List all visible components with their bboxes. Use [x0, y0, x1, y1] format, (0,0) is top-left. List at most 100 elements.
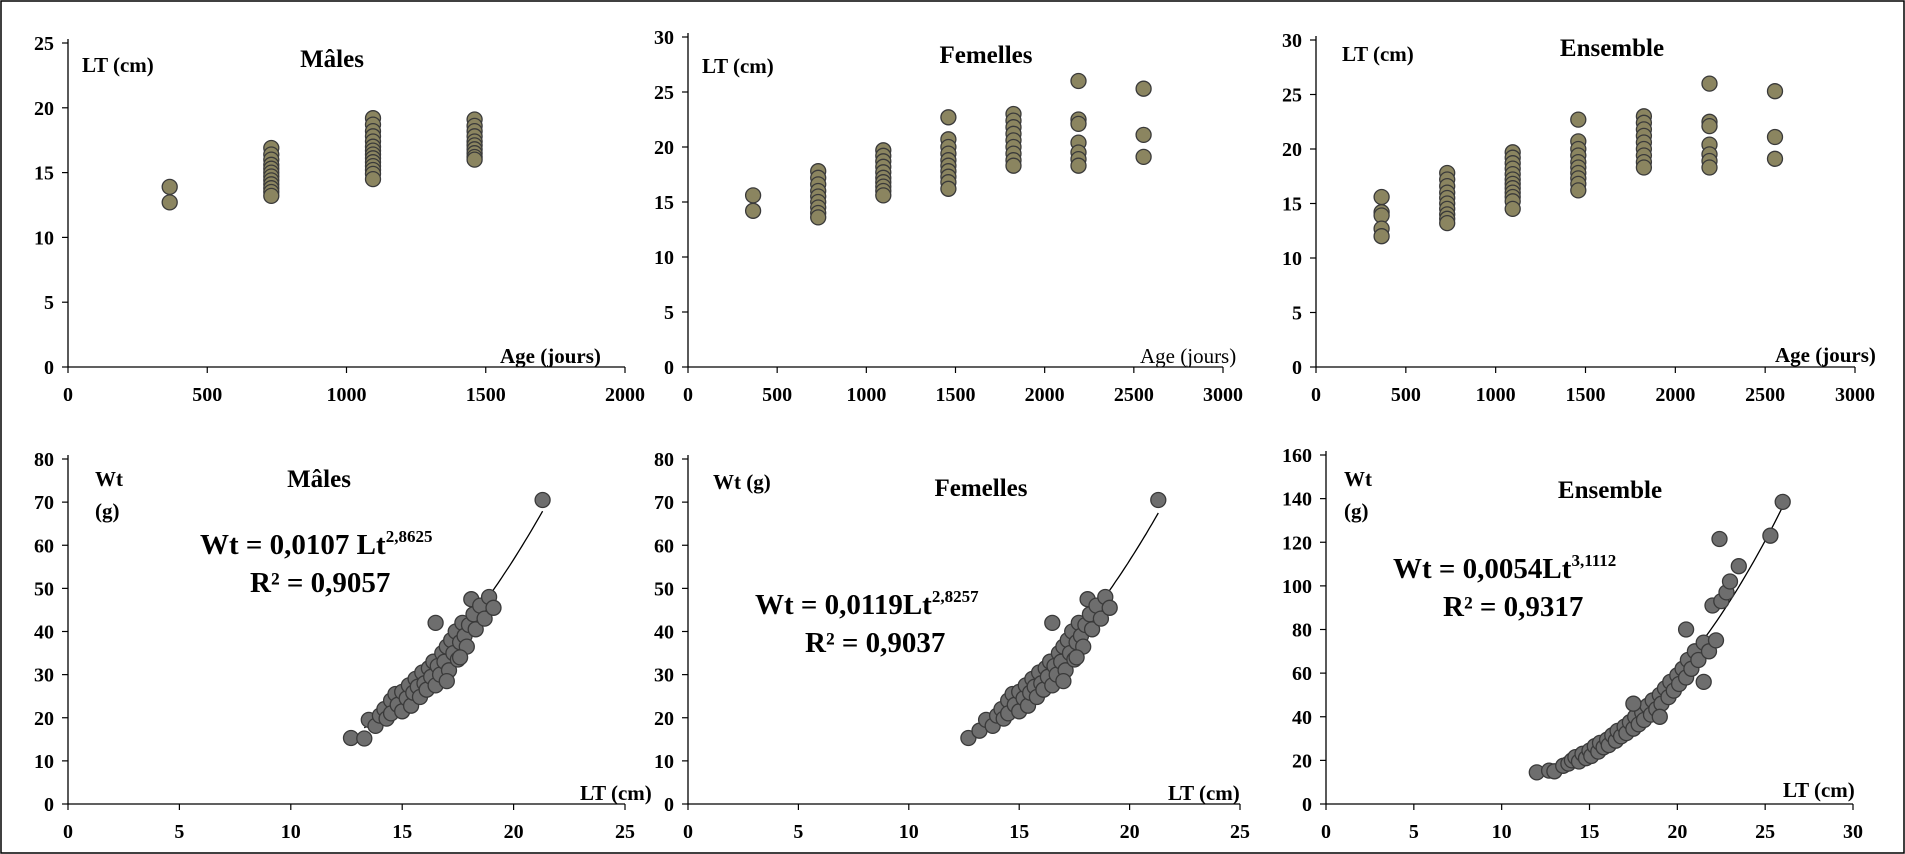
y-axis-label-unit: (g)	[95, 499, 120, 523]
data-point	[1504, 200, 1521, 218]
x-tick-label: 5	[793, 821, 803, 843]
data-point	[1135, 148, 1152, 166]
data-point	[1092, 610, 1110, 627]
data-point	[1701, 159, 1718, 176]
y-tick-label: 25	[654, 82, 674, 104]
data-point	[1070, 72, 1087, 90]
r-squared: R² = 0,9317	[1443, 591, 1583, 623]
data-point	[1439, 214, 1456, 232]
x-tick-label: 2000	[1655, 384, 1695, 406]
x-tick-label: 25	[1755, 821, 1775, 843]
x-tick-label: 0	[683, 821, 693, 843]
y-tick-label: 60	[1292, 663, 1312, 685]
regression-equation: Wt = 0,0119Lt2,8257	[755, 587, 979, 621]
data-point	[466, 151, 483, 168]
y-tick-label: 25	[34, 33, 54, 55]
data-point	[476, 610, 493, 627]
data-point	[467, 621, 484, 638]
x-axis-label: LT (cm)	[1783, 778, 1855, 802]
chart-age-males: 0 5 10 15 20 25 0 500 1000 1500 2000 Mâles LT (cm) Ag…	[34, 33, 645, 406]
equation-base: Wt = 0,0054Lt	[1393, 553, 1572, 585]
x-tick-label: 2500	[1745, 384, 1785, 406]
x-tick-label: 5	[174, 821, 184, 843]
data-point	[1044, 614, 1061, 632]
y-tick-label: 60	[34, 535, 54, 557]
data-point	[1070, 115, 1087, 133]
y-tick-label: 25	[1282, 85, 1302, 107]
data-point	[1677, 621, 1695, 638]
data-point	[1150, 491, 1167, 509]
y-tick-label: 80	[34, 449, 54, 471]
x-tick-label: 0	[1321, 821, 1331, 843]
chart-title: Femelles	[934, 475, 1027, 502]
data-point	[1721, 573, 1739, 590]
data-point	[1774, 493, 1791, 511]
x-tick-label: 500	[192, 384, 222, 406]
data-point	[1055, 672, 1072, 690]
data-point	[1695, 673, 1712, 691]
chart-lw-females: 0 10 20 30 40 50 60 70 80 0 5 10 15 20 25 Femelles Wt (g…	[654, 449, 1250, 843]
chart-lw-all: 0 20 40 60 80 100 120 140 160 0 5 10 15 20 25 30 Ensembl…	[1282, 445, 1863, 843]
data-point	[1730, 558, 1747, 575]
x-tick-label: 0	[683, 384, 693, 406]
y-tick-label: 10	[34, 751, 54, 773]
data-point	[1651, 708, 1668, 725]
data-point	[1070, 157, 1087, 174]
data-point	[744, 202, 762, 219]
data-point	[1690, 651, 1707, 669]
y-tick-label: 70	[654, 492, 674, 514]
equation-base: Wt = 0,0119Lt	[755, 589, 932, 621]
data-point	[1762, 527, 1779, 544]
data-point	[161, 194, 178, 211]
y-tick-label: 10	[1282, 248, 1302, 270]
data-point	[1766, 150, 1784, 167]
y-tick-label: 5	[44, 292, 54, 314]
y-tick-label: 0	[44, 794, 54, 816]
x-tick-label: 20	[1667, 821, 1687, 843]
y-axis-label: LT (cm)	[1342, 42, 1414, 66]
data-point	[364, 170, 382, 188]
data-point	[1766, 128, 1784, 146]
y-tick-label: 30	[654, 665, 674, 687]
y-axis-label: LT (cm)	[82, 53, 154, 77]
chart-title: Femelles	[939, 42, 1032, 69]
x-tick-label: 2000	[1025, 384, 1065, 406]
x-tick-label: 1000	[846, 384, 886, 406]
x-axis-label: Age (jours)	[1775, 343, 1876, 367]
y-tick-label: 140	[1282, 489, 1312, 511]
y-tick-label: 50	[654, 578, 674, 600]
equation-exponent: 2,8257	[932, 587, 979, 606]
regression-equation: Wt = 0,0054Lt3,1112	[1393, 551, 1616, 585]
y-tick-label: 5	[664, 302, 674, 324]
equation-base: Wt = 0,0107 Lt	[200, 529, 386, 561]
x-tick-label: 10	[1492, 821, 1512, 843]
data-point	[356, 730, 373, 747]
y-tick-label: 50	[34, 578, 54, 600]
x-tick-label: 25	[615, 821, 635, 843]
x-tick-label: 2000	[605, 384, 645, 406]
x-tick-label: 30	[1843, 821, 1863, 843]
x-tick-label: 20	[1120, 821, 1140, 843]
y-tick-label: 20	[34, 98, 54, 120]
y-tick-label: 0	[1302, 794, 1312, 816]
data-point	[940, 109, 957, 126]
data-point	[1707, 632, 1725, 649]
data-point	[810, 209, 827, 226]
y-axis-label: Wt	[1344, 467, 1372, 491]
x-tick-label: 10	[899, 821, 919, 843]
data-point	[1135, 80, 1152, 97]
y-tick-label: 120	[1282, 532, 1312, 554]
y-tick-label: 15	[654, 192, 674, 214]
chart-lw-males: 0 10 20 30 40 50 60 70 80 0 5 10 15 20 25 Mâles Wt (g) LT …	[34, 449, 652, 843]
y-tick-label: 20	[1292, 750, 1312, 772]
chart-age-females: 0 5 10 15 20 25 30 0 500 1000 1500 2000 2500 3000 Feme…	[654, 27, 1243, 406]
chart-title: Ensemble	[1560, 35, 1664, 62]
x-tick-label: 15	[1009, 821, 1029, 843]
x-tick-label: 1000	[327, 384, 367, 406]
y-tick-label: 20	[34, 708, 54, 730]
x-tick-label: 0	[63, 821, 73, 843]
y-tick-label: 20	[1282, 139, 1302, 161]
x-tick-label: 1500	[466, 384, 506, 406]
regression-equation: Wt = 0,0107 Lt2,8625	[200, 527, 432, 561]
y-tick-label: 10	[654, 247, 674, 269]
